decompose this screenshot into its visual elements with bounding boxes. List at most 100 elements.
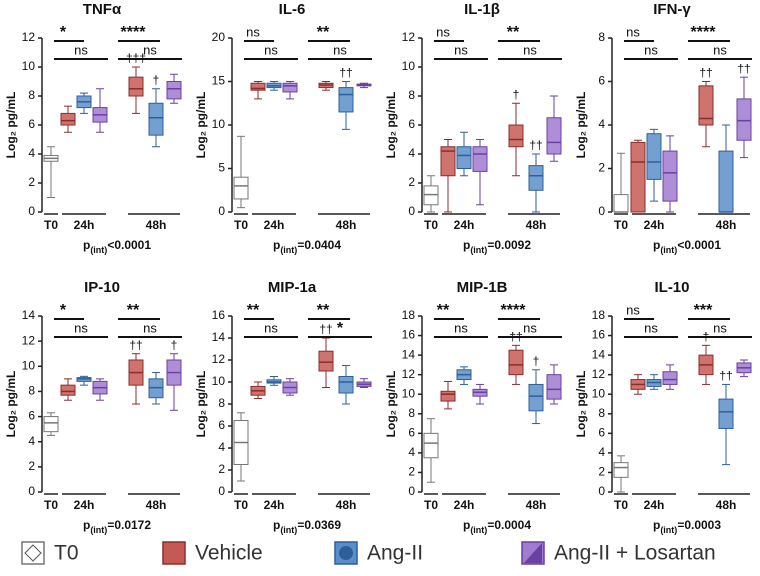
dagger-label: ††	[339, 66, 352, 80]
p-subscript: (int)	[660, 525, 677, 535]
dagger-label: ††	[129, 338, 142, 352]
panel-title: IL-6	[279, 1, 306, 18]
y-tick-label: 12	[592, 367, 606, 381]
p-interaction: p(int)=0.0369	[273, 518, 341, 535]
significance-label: **	[127, 302, 140, 319]
y-axis-label: Log₂ pg/mL	[194, 92, 208, 159]
box	[528, 165, 544, 191]
legend-marker	[24, 544, 42, 562]
dagger-label: †	[153, 73, 160, 87]
dagger-label: †	[513, 87, 520, 101]
p-value: =0.0004	[487, 518, 531, 532]
y-tick-label: 14	[212, 330, 226, 344]
p-label: p	[463, 518, 470, 532]
y-tick-label: 0	[598, 204, 605, 218]
p-interaction: p(int)=0.0404	[273, 238, 341, 255]
y-tick-label: 2	[28, 459, 35, 473]
y-tick-label: 16	[212, 308, 226, 322]
x-group-label: 24h	[74, 498, 95, 512]
box	[662, 371, 678, 385]
y-axis-label: Log₂ pg/mL	[574, 371, 588, 438]
significance-label: ns	[143, 320, 157, 335]
p-interaction: p(int)<0.0001	[653, 238, 721, 255]
p-label: p	[83, 238, 90, 252]
p-value: <0.0001	[107, 238, 151, 252]
y-axis-label: Log₂ pg/mL	[574, 92, 588, 159]
y-tick-label: 4	[408, 146, 415, 160]
y-tick-label: 12	[402, 367, 416, 381]
significance-label: *	[60, 24, 67, 41]
significance-label: ns	[626, 24, 640, 39]
significance-label: ns	[74, 42, 88, 57]
y-tick-label: 14	[402, 347, 416, 361]
y-tick-label: 0	[598, 484, 605, 498]
y-tick-label: 6	[408, 426, 415, 440]
significance-label: **	[317, 302, 330, 319]
box	[148, 102, 164, 136]
box	[508, 349, 524, 376]
p-subscript: (int)	[280, 525, 297, 535]
x-group-label: 48h	[526, 218, 547, 232]
legend-marker	[339, 546, 353, 560]
x-group-label: T0	[424, 218, 438, 232]
y-tick-label: 12	[212, 352, 226, 366]
box	[282, 82, 298, 93]
p-subscript: (int)	[280, 245, 297, 255]
significance-label: ns	[74, 320, 88, 335]
p-subscript: (int)	[470, 245, 487, 255]
y-tick-label: 4	[28, 434, 35, 448]
p-label: p	[83, 518, 90, 532]
box	[440, 146, 456, 177]
y-axis-label: Log₂ pg/mL	[4, 371, 18, 438]
y-tick-label: 8	[218, 396, 225, 410]
x-group-label: 48h	[716, 218, 737, 232]
significance-label: ns	[713, 320, 727, 335]
y-tick-label: 14	[592, 347, 606, 361]
y-tick-label: 2	[408, 465, 415, 479]
y-tick-label: 0	[218, 484, 225, 498]
box	[646, 133, 662, 180]
x-group-label: 48h	[716, 498, 737, 512]
box	[233, 176, 249, 200]
significance-label: ns	[644, 320, 658, 335]
y-tick-label: 0	[28, 484, 35, 498]
x-group-label: 48h	[336, 218, 357, 232]
box	[528, 383, 544, 412]
legend-swatch	[162, 541, 186, 565]
box	[508, 124, 524, 148]
box	[630, 141, 646, 213]
x-group-label: T0	[44, 218, 58, 232]
significance-label: ns	[523, 320, 537, 335]
box	[472, 146, 488, 172]
y-tick-label: 6	[408, 117, 415, 131]
y-axis-label: Log₂ pg/mL	[4, 92, 18, 159]
y-tick-label: 8	[28, 88, 35, 102]
p-subscript: (int)	[660, 245, 677, 255]
box	[546, 117, 562, 155]
y-tick-label: 6	[28, 409, 35, 423]
panel-title: IL-1β	[464, 1, 500, 18]
significance-label: ns	[264, 320, 278, 335]
y-tick-label: 6	[598, 74, 605, 88]
p-interaction: p(int)=0.0003	[653, 518, 721, 535]
dagger-label: ††	[737, 61, 750, 75]
p-subscript: (int)	[90, 245, 107, 255]
p-interaction: p(int)=0.0172	[83, 518, 151, 535]
p-interaction: p(int)=0.0004	[463, 518, 531, 535]
y-tick-label: 10	[402, 386, 416, 400]
y-tick-label: 2	[218, 462, 225, 476]
x-group-label: T0	[614, 498, 628, 512]
p-subscript: (int)	[90, 525, 107, 535]
x-group-label: T0	[44, 498, 58, 512]
x-group-label: 24h	[454, 498, 475, 512]
x-group-label: T0	[424, 498, 438, 512]
x-group-label: 48h	[146, 218, 167, 232]
panel: MIP-1a Log₂ pg/mL 0 2 4 6 8 10 12 14 16 T0 24h 48h †† *…	[194, 279, 372, 535]
y-tick-label: 4	[28, 146, 35, 160]
x-group-label: 24h	[264, 218, 285, 232]
y-tick-label: 12	[22, 333, 36, 347]
y-tick-label: 18	[402, 308, 416, 322]
